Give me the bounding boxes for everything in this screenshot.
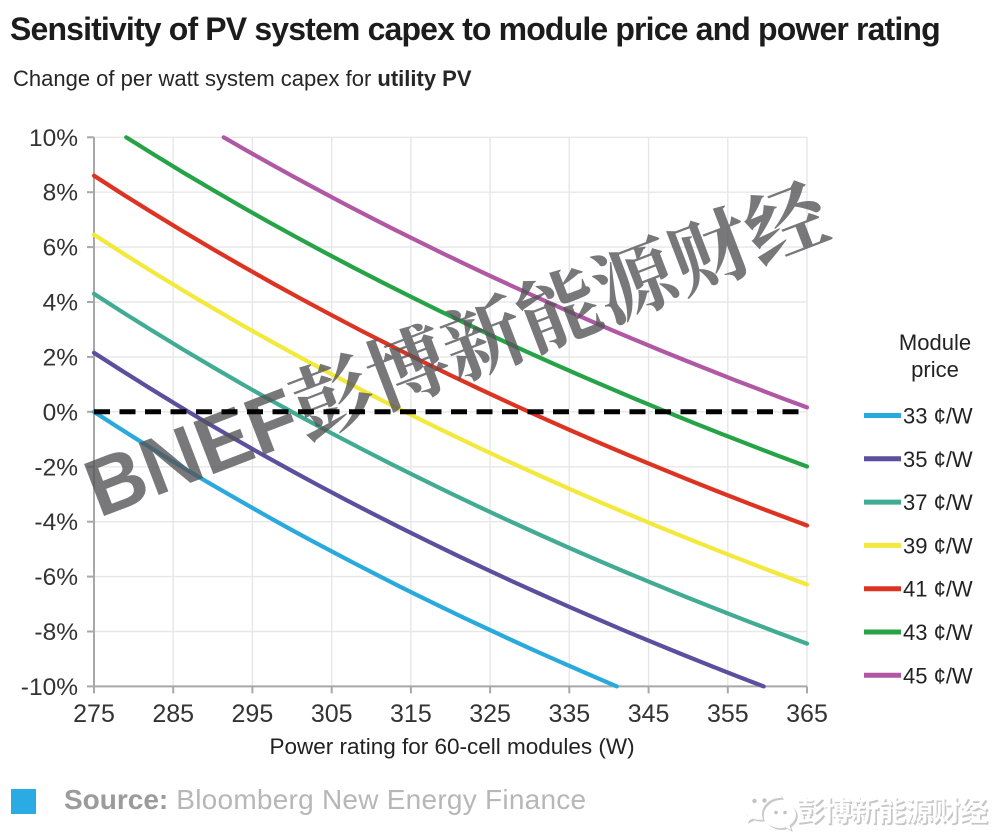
svg-text:45 ¢/W: 45 ¢/W bbox=[903, 663, 973, 688]
svg-text:35 ¢/W: 35 ¢/W bbox=[903, 447, 973, 472]
svg-text:41 ¢/W: 41 ¢/W bbox=[903, 577, 973, 602]
svg-text:-2%: -2% bbox=[34, 454, 78, 481]
svg-text:275: 275 bbox=[73, 700, 115, 728]
svg-text:365: 365 bbox=[786, 700, 828, 728]
svg-text:285: 285 bbox=[152, 700, 194, 728]
svg-text:8%: 8% bbox=[43, 180, 78, 207]
svg-text:-4%: -4% bbox=[34, 509, 78, 536]
svg-text:BNEF: BNEF bbox=[73, 372, 311, 535]
svg-text:315: 315 bbox=[390, 700, 432, 728]
svg-text:-8%: -8% bbox=[34, 619, 78, 646]
svg-text:33 ¢/W: 33 ¢/W bbox=[903, 404, 973, 429]
svg-text:4%: 4% bbox=[43, 290, 78, 317]
svg-text:305: 305 bbox=[311, 700, 353, 728]
svg-text:10%: 10% bbox=[29, 125, 78, 152]
svg-text:39 ¢/W: 39 ¢/W bbox=[903, 533, 973, 558]
svg-text:price: price bbox=[911, 357, 959, 382]
svg-text:295: 295 bbox=[232, 700, 274, 728]
svg-text:-6%: -6% bbox=[34, 564, 78, 591]
svg-text:43 ¢/W: 43 ¢/W bbox=[903, 620, 973, 645]
svg-text:Power rating for 60-cell modul: Power rating for 60-cell modules (W) bbox=[269, 734, 634, 759]
svg-text:-10%: -10% bbox=[21, 674, 78, 701]
svg-text:345: 345 bbox=[628, 700, 670, 728]
svg-text:325: 325 bbox=[469, 700, 511, 728]
svg-text:2%: 2% bbox=[43, 344, 78, 371]
svg-text:6%: 6% bbox=[43, 235, 78, 262]
svg-text:37 ¢/W: 37 ¢/W bbox=[903, 490, 973, 515]
svg-text:0%: 0% bbox=[43, 399, 78, 426]
svg-text:355: 355 bbox=[707, 700, 749, 728]
svg-text:335: 335 bbox=[548, 700, 590, 728]
svg-text:Module: Module bbox=[899, 330, 971, 355]
